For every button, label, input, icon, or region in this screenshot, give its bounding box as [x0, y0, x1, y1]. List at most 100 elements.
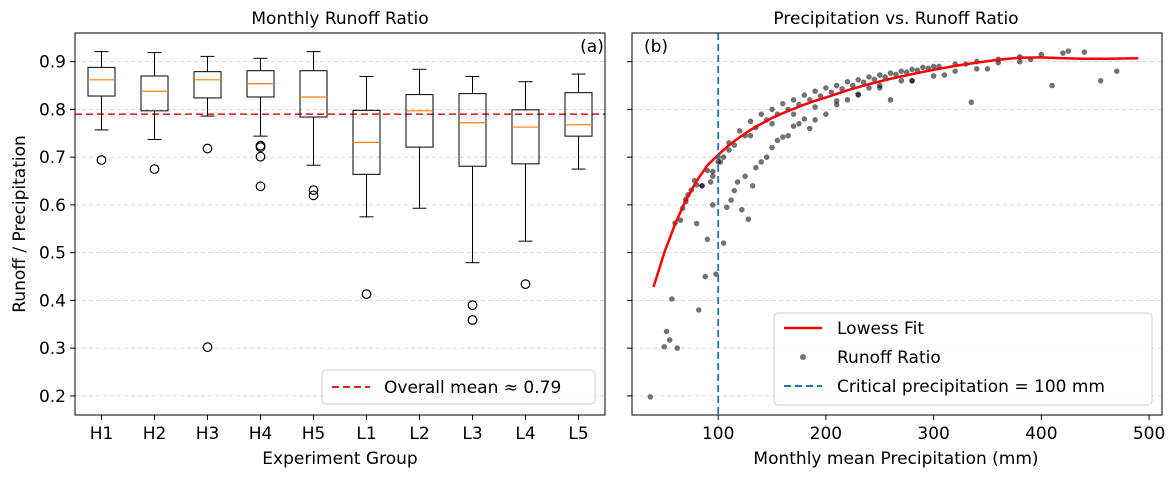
- scatter-point: [806, 125, 813, 132]
- panel-a-x-ticks: H1 H2 H3 H4 H5 L1 L2 L3 L4 L5: [90, 415, 589, 444]
- scatter-point: [1049, 82, 1055, 89]
- scatter-point: [699, 182, 705, 189]
- scatter-point: [968, 99, 975, 106]
- scatter-point: [731, 187, 738, 194]
- panel-a-y-tick-label: 0.5: [39, 244, 66, 264]
- scatter-point: [1097, 77, 1104, 84]
- box-H2: [140, 52, 169, 174]
- scatter-point: [866, 74, 872, 80]
- panel-b-legend-runoff-swatch: [800, 354, 806, 360]
- panel-a-x-tick-label: L5: [568, 424, 588, 444]
- scatter-point: [723, 204, 730, 211]
- box-body: [140, 75, 169, 112]
- box-H4: [246, 57, 275, 192]
- scatter-point: [855, 91, 862, 97]
- box-flier: [308, 190, 319, 201]
- lowess-fit-line: [652, 56, 1139, 288]
- panel-b-title: Precipitation vs. Runoff Ratio: [773, 9, 1018, 29]
- scatter-point: [769, 120, 775, 127]
- box-flier: [96, 155, 107, 165]
- panel-a-x-tick-label: H5: [302, 424, 326, 444]
- scatter-point: [774, 137, 781, 144]
- panel-b-x-tick-label: 400: [1025, 424, 1057, 444]
- box-L4: [511, 81, 540, 290]
- panel-a-y-tick-label: 0.7: [39, 148, 66, 168]
- scatter-point: [920, 64, 926, 71]
- scatter-point: [866, 85, 872, 91]
- panel-a-frame: [74, 32, 606, 416]
- box-body: [511, 109, 540, 165]
- scatter-point: [898, 68, 905, 75]
- scatter-point: [709, 168, 716, 175]
- scatter-point: [844, 78, 851, 85]
- panel-a-y-ticks: 0.2 0.3 0.4 0.5 0.6 0.7 0.8 0.9: [39, 53, 75, 407]
- scatter-point: [779, 100, 786, 107]
- box-flier: [202, 342, 213, 353]
- panel-a-y-tick-label: 0.3: [39, 339, 66, 359]
- scatter-point: [742, 173, 748, 180]
- box-L5: [564, 73, 593, 170]
- scatter-point: [674, 345, 681, 351]
- scatter-point: [707, 179, 714, 185]
- scatter-point: [833, 97, 840, 104]
- scatter-point: [745, 216, 752, 223]
- scatter-point: [753, 164, 759, 171]
- panel-a: Monthly Runoff Ratio 0.20.30.40.50.60.70…: [10, 9, 606, 469]
- panel-b-x-tick-label: 300: [917, 424, 949, 444]
- box-flier: [149, 164, 160, 174]
- panel-b-x-ticks: 100 200 300 400 500: [702, 415, 1165, 444]
- scatter-point: [1065, 48, 1072, 54]
- scatter-point: [734, 179, 741, 185]
- panel-b-y-ticks: [627, 61, 632, 397]
- panel-a-y-tick-label: 0.9: [39, 53, 66, 73]
- panel-a-x-tick-label: L2: [409, 424, 429, 444]
- box-L1: [352, 75, 381, 300]
- scatter-point: [812, 117, 818, 123]
- scatter-point: [720, 240, 727, 246]
- box-body: [193, 71, 222, 99]
- panel-a-x-tick-label: L3: [462, 424, 482, 444]
- scatter-point: [749, 182, 756, 189]
- panel-b: Precipitation vs. Runoff Ratio 100 200 300…: [627, 9, 1165, 469]
- scatter-point: [952, 68, 959, 75]
- scatter-point: [669, 296, 675, 302]
- scatter-point: [702, 273, 709, 280]
- scatter-point: [823, 111, 829, 118]
- scatter-point: [709, 202, 716, 208]
- box-flier: [361, 289, 372, 300]
- box-flier: [255, 151, 266, 162]
- box-H5: [299, 51, 328, 201]
- scatter-point: [855, 76, 862, 83]
- panel-a-ylabel: Runoff / Precipitation: [10, 135, 30, 313]
- box-L2: [405, 68, 434, 209]
- scatter-point: [812, 88, 818, 95]
- scatter-point: [801, 92, 808, 98]
- box-H1: [87, 51, 116, 165]
- scatter-point: [887, 97, 894, 103]
- scatter-point: [1016, 58, 1023, 65]
- box-flier: [520, 279, 531, 290]
- scatter-point: [984, 65, 991, 72]
- scatter-point: [812, 104, 818, 110]
- scatter-point: [666, 337, 673, 343]
- panel-b-xlabel: Monthly mean Precipitation (mm): [753, 449, 1038, 469]
- scatter-point: [736, 128, 743, 134]
- panel-b-legend-runoff-label: Runoff Ratio: [837, 348, 941, 368]
- panel-b-lowess-line: [652, 56, 1139, 288]
- panel-a-x-tick-label: L4: [515, 424, 535, 444]
- box-flier: [467, 300, 478, 311]
- box-flier: [255, 142, 266, 153]
- panel-a-boxes: [87, 51, 593, 353]
- scatter-point: [747, 118, 754, 125]
- scatter-point: [844, 97, 851, 103]
- panel-b-x-tick-label: 100: [702, 424, 734, 444]
- panel-a-x-tick-label: H3: [196, 424, 220, 444]
- scatter-point: [695, 307, 702, 313]
- panel-a-legend-box: [321, 369, 596, 405]
- scatter-point: [796, 120, 802, 127]
- scatter-point: [720, 154, 727, 160]
- scatter-point: [1113, 68, 1120, 75]
- scatter-point: [790, 123, 797, 129]
- scatter-point: [823, 85, 829, 91]
